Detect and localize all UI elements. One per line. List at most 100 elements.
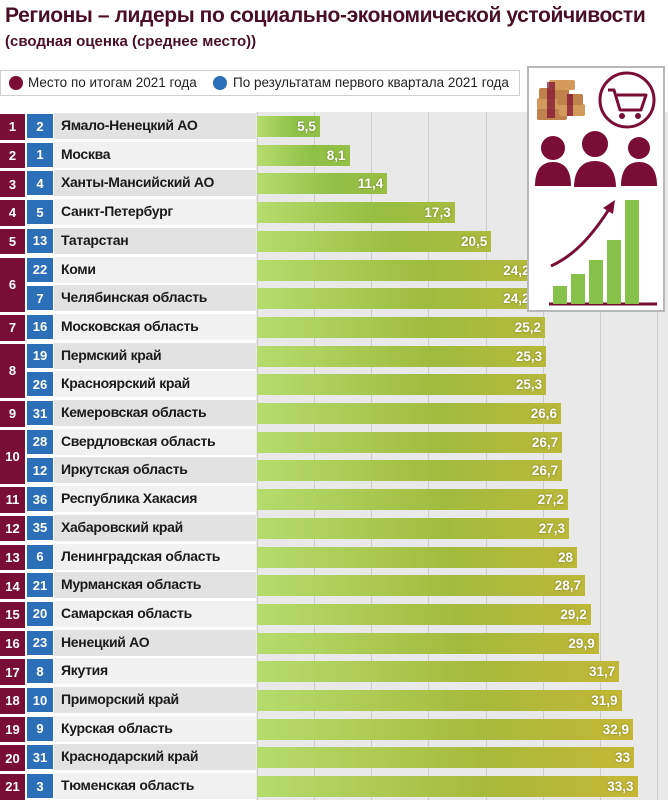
rank-q1-cell: 23 [27,630,53,655]
bar-value-label: 27,2 [537,492,564,508]
region-label: Мурманская область [61,576,202,593]
rank-q1-cell: 19 [27,343,53,368]
table-row: 1 Москва 8,1 [0,141,668,168]
rank-q1-cell: 31 [27,401,53,425]
region-label: Московская область [61,317,199,334]
table-row: 21 Мурманская область 28,7 [0,572,668,599]
rank-2021-cell: 6 [0,257,25,312]
rank-q1-cell: 22 [27,257,53,282]
table-row: 36 Республика Хакасия 27,2 [0,486,668,513]
bar-value-label: 27,3 [538,520,565,536]
illustration-panel [527,66,665,312]
row-background [54,199,256,226]
row-background [54,687,256,713]
rank-q1-cell: 26 [27,372,53,397]
rank-2021-cell: 21 [0,774,25,800]
bar-value-label: 24,2 [503,291,530,307]
region-label: Ненецкий АО [61,633,150,650]
bar-value-label: 29,9 [568,635,595,651]
bar [257,776,638,798]
bar-value-label: 25,2 [514,319,541,335]
table-row: 3 Тюменская область 33,3 [0,773,668,800]
bar [257,489,568,511]
region-label: Челябинская область [61,289,208,306]
table-row: 6 Ленинградская область 28 [0,543,668,570]
region-label: Ленинградская область [61,547,221,564]
bar-value-label: 25,3 [515,377,543,393]
region-label: Татарстан [61,231,129,248]
gridline [657,112,658,800]
bar-value-label: 33,3 [607,779,634,795]
rank-2021-cell: 17 [0,659,25,685]
table-row: 28 Свердловская область 26,7 [0,428,668,455]
rank-q1-cell: 20 [27,601,53,626]
row-background [54,428,256,455]
region-label: Якутия [61,662,108,679]
gridline [599,112,601,800]
row-background [54,543,256,570]
table-row: 5 Санкт-Петербург 17,3 [0,199,668,226]
table-row: 31 Кемеровская область 26,6 [0,400,668,426]
rank-2021-cell: 7 [0,314,25,341]
rank-2021-cell: 9 [0,401,25,427]
rank-q1-cell: 12 [27,458,53,483]
legend-label-2021: Место по итогам 2021 года [28,75,197,90]
table-row: 9 Курская область 32,9 [0,715,668,742]
rank-2021-cell: 13 [0,544,25,571]
table-row: 16 Московская область 25,2 [0,313,668,340]
region-label: Приморский край [61,691,179,707]
bar [257,460,563,482]
region-label: Свердловская область [61,432,216,449]
gridline [314,112,316,800]
rank-2021-cell: 15 [0,601,25,628]
bar [257,144,350,166]
row-background [54,486,256,513]
table-row: 20 Самарская область 29,2 [0,600,668,627]
bar-value-label: 28 [557,549,573,565]
bar [257,661,620,683]
bar-value-label: 17,3 [424,205,451,221]
bar [257,288,534,310]
rank-q1-cell: 3 [27,774,53,799]
rank-q1-cell: 10 [27,688,53,712]
bar [257,345,547,367]
bar-value-label: 31,7 [589,664,616,680]
bar-value-label: 28,7 [554,578,581,594]
bar [257,316,545,338]
bar [257,230,492,252]
table-row: 10 Приморский край 31,9 [0,687,668,713]
bar [257,603,591,625]
bar-value-label: 24,2 [503,262,530,278]
gridline [428,112,430,800]
bar [257,431,563,453]
bar [257,259,534,281]
bar-value-label: 20,5 [461,233,488,249]
rank-2021-cell: 18 [0,688,25,714]
rank-2021-cell: 19 [0,716,25,743]
rank-2021-cell: 20 [0,745,25,772]
region-label: Тюменская область [61,777,195,794]
bar [257,632,599,654]
rank-q1-cell: 35 [27,515,53,540]
row-background [54,514,256,541]
bar [257,116,320,137]
row-background [54,170,256,197]
rank-2021-cell: 5 [0,228,25,255]
table-row: 35 Хабаровский край 27,3 [0,514,668,541]
region-label: Краснодарский край [61,748,199,765]
table-row: 7 Челябинская область 24,2 [0,285,668,312]
row-background [54,572,256,599]
row-background [54,313,256,340]
row-background [54,342,256,369]
region-label: Красноярский край [61,375,190,392]
rank-2021-cell: 12 [0,515,25,542]
bar [257,575,585,597]
row-background [54,658,256,685]
bar-value-label: 26,7 [531,463,559,479]
rank-q1-cell: 21 [27,573,53,598]
rank-q1-cell: 8 [27,659,53,684]
region-label: Самарская область [61,604,192,621]
bar-value-label: 29,2 [560,606,587,622]
shopping-cart-icon [598,71,656,129]
bar [257,546,577,568]
